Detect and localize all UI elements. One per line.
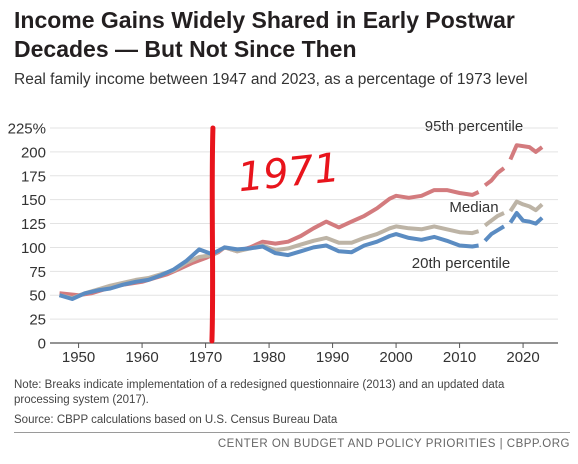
chart-note: Note: Breaks indicate implementation of … [14,379,505,406]
x-tick-label: 1980 [252,349,285,366]
x-tick-label: 2000 [379,349,412,366]
95th-percentile-line-segment [483,166,506,187]
chart-title: Income Gains Widely Shared in Early Post… [14,7,515,62]
annotation-label: 1971 [236,145,342,201]
chart-source: Source: CBPP calculations based on U.S. … [14,414,338,426]
y-tick-label: 150 [21,192,46,209]
y-tick-label: 100 [21,240,46,257]
y-tick-label: 25 [29,312,46,329]
median-line-segment [483,211,505,228]
20th-percentile-line-segment [58,232,479,301]
annotation-marker-line [209,125,216,344]
series-lines [58,143,544,301]
20th-percentile-line-segment [483,224,506,243]
y-tick-label: 50 [29,288,46,305]
series-labels: 95th percentile Median 20th percentile [412,118,523,272]
95th-percentile-label: 95th percentile [425,118,523,135]
x-tick-label: 1950 [62,349,95,366]
y-tick-label: 200 [21,144,46,161]
x-tick-label: 1970 [189,349,222,366]
x-tick-label: 2020 [506,349,539,366]
20th-percentile-line-segment [508,211,544,226]
95th-percentile-line-segment [59,188,480,298]
x-axis-ticks: 1950 1960 1970 1980 1990 2000 2010 2020 [62,343,540,366]
chart-subtitle: Real family income between 1947 and 2023… [14,71,528,88]
median-line-segment [508,199,544,213]
y-tick-label: 125 [21,216,46,233]
handwritten-annotation: 1971 [209,125,342,344]
y-tick-label: 75 [29,264,46,281]
x-tick-label: 1960 [125,349,158,366]
y-tick-label: 0 [38,336,46,353]
y-tick-label: 225% [8,121,46,138]
20th-percentile-label: 20th percentile [412,255,510,272]
footer-divider [14,432,570,433]
footer-credit: CENTER ON BUDGET AND POLICY PRIORITIES |… [217,438,570,450]
median-label: Median [449,199,498,216]
y-axis-ticks: 0 25 50 75 100 125 150 175 200 225% [8,121,46,353]
95th-percentile-line-segment [508,143,544,161]
x-tick-label: 1990 [316,349,349,366]
y-tick-label: 175 [21,168,46,185]
x-tick-label: 2010 [443,349,476,366]
